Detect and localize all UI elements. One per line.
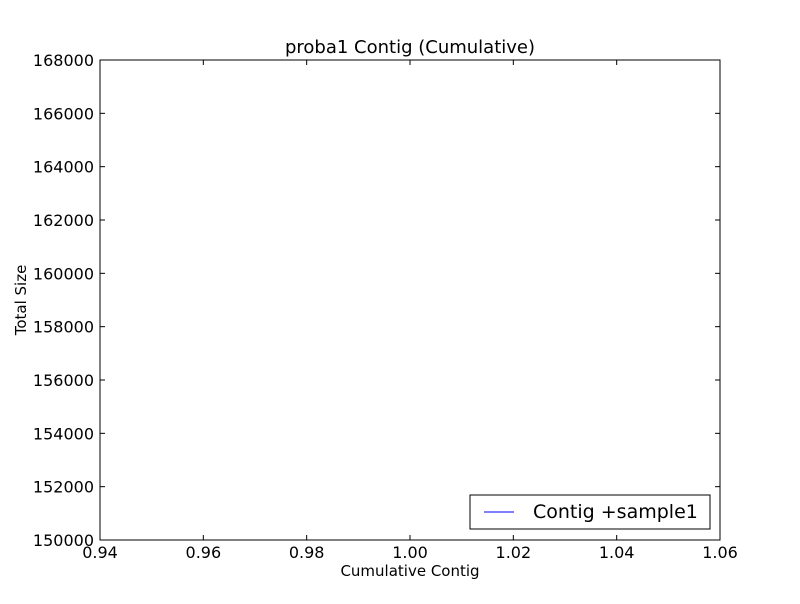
- y-tick-label: 152000: [33, 478, 94, 497]
- y-tick-label: 164000: [33, 158, 94, 177]
- legend: Contig +sample1: [469, 494, 711, 530]
- y-tick-label: 166000: [33, 104, 94, 123]
- y-tick-label: 160000: [33, 264, 94, 283]
- x-tick-label: 0.94: [82, 543, 118, 562]
- x-axis-ticks: 0.94 0.96 0.98 1.00 1.02 1.04 1.06: [82, 60, 738, 562]
- y-tick-label: 156000: [33, 371, 94, 390]
- y-tick-label: 154000: [33, 424, 94, 443]
- x-tick-label: 1.02: [496, 543, 532, 562]
- x-tick-label: 0.96: [186, 543, 222, 562]
- y-tick-label: 158000: [33, 318, 94, 337]
- y-tick-label: 162000: [33, 211, 94, 230]
- x-tick-label: 1.06: [702, 543, 738, 562]
- y-axis-title: Total Size: [12, 265, 30, 337]
- x-axis-title: Cumulative Contig: [340, 562, 479, 580]
- legend-label-contig-sample1: Contig +sample1: [533, 501, 698, 523]
- y-tick-label: 150000: [33, 531, 94, 550]
- plot-area: 0.94 0.96 0.98 1.00 1.02 1.04 1.06 150000 15200…: [33, 51, 738, 562]
- x-tick-label: 1.04: [599, 543, 635, 562]
- y-axis-ticks: 150000 152000 154000 156000 158000 160000 1620…: [33, 51, 720, 550]
- x-tick-label: 0.98: [289, 543, 325, 562]
- y-tick-label: 168000: [33, 51, 94, 70]
- chart-title: proba1 Contig (Cumulative): [285, 37, 535, 58]
- plot-frame: [99, 59, 721, 541]
- x-tick-label: 1.00: [392, 543, 428, 562]
